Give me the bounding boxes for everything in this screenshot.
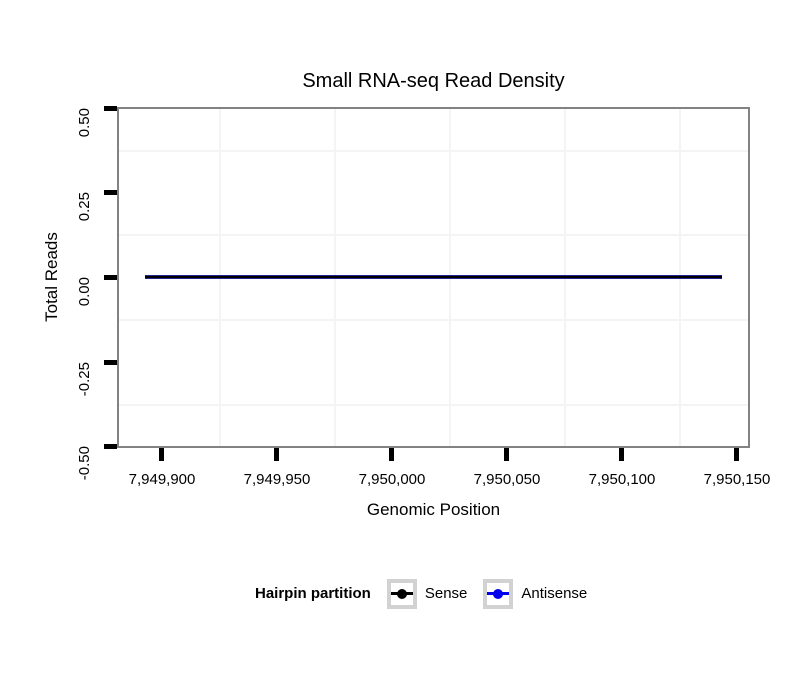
minor-gridline-horizontal — [119, 404, 748, 406]
legend: Hairpin partition Sense Antisense — [255, 578, 587, 609]
legend-key-antisense — [483, 578, 514, 609]
x-tick-label: 7,949,900 — [128, 471, 196, 488]
y-tick — [104, 275, 117, 280]
x-axis-title: Genomic Position — [366, 500, 501, 519]
x-tick — [734, 448, 739, 461]
x-tick-label: 7,950,150 — [703, 471, 771, 488]
y-axis-title: Total Reads — [42, 232, 61, 322]
y-tick — [104, 190, 117, 195]
antisense-point-icon — [493, 588, 504, 599]
x-tick-label: 7,950,100 — [588, 471, 656, 488]
y-tick-label: -0.50 — [76, 446, 93, 481]
x-tick-label: 7,950,000 — [358, 471, 426, 488]
y-tick-label: 0.00 — [76, 277, 93, 307]
legend-title: Hairpin partition — [255, 585, 371, 602]
y-tick-label: 0.50 — [76, 108, 93, 138]
chart-title: Small RNA-seq Read Density — [302, 70, 565, 92]
sense-point-icon — [396, 588, 407, 599]
y-tick-label: 0.25 — [76, 192, 93, 222]
x-tick — [159, 448, 164, 461]
minor-gridline-horizontal — [119, 150, 748, 152]
y-tick — [104, 106, 117, 111]
plot-panel — [117, 107, 750, 448]
y-tick — [104, 444, 117, 449]
legend-key-sense — [386, 578, 417, 609]
legend-label-antisense: Antisense — [521, 585, 588, 602]
x-tick — [389, 448, 394, 461]
x-tick-label: 7,950,050 — [473, 471, 541, 488]
minor-gridline-horizontal — [119, 319, 748, 321]
legend-label-sense: Sense — [424, 585, 468, 602]
x-tick-label: 7,949,950 — [243, 471, 311, 488]
x-tick — [274, 448, 279, 461]
y-tick-label: -0.25 — [76, 362, 93, 397]
minor-gridline-horizontal — [119, 234, 748, 236]
y-tick — [104, 360, 117, 365]
x-tick — [504, 448, 509, 461]
series-line-sense — [145, 276, 722, 278]
x-tick — [619, 448, 624, 461]
